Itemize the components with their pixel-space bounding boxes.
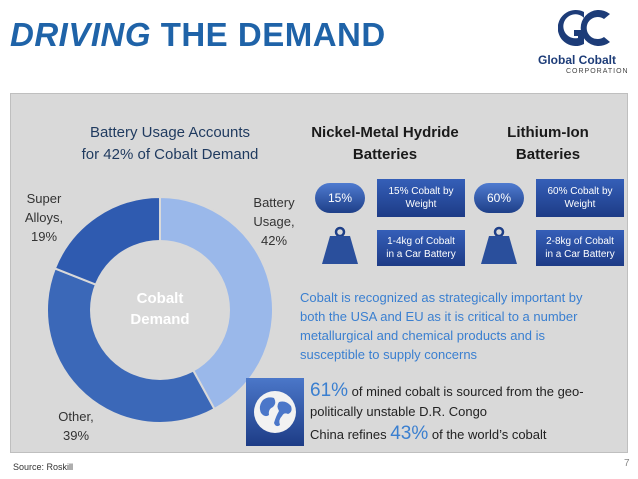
donut-hole	[90, 240, 230, 380]
liion-weight-icon	[481, 226, 517, 264]
globe-tile	[246, 378, 304, 446]
chart-title-line1: Battery Usage Accounts	[89, 124, 251, 141]
congo-stat-line1: 61% of mined cobalt is sourced from the …	[310, 380, 584, 402]
slice-label-super-alloys-line3: 19%	[30, 229, 58, 244]
chart-title: Battery Usage Accounts for 42% of Cobalt…	[50, 122, 290, 166]
liion-kg-box: 2-8kg of Cobalt in a Car Battery	[536, 230, 624, 266]
title-part2: THE DEMAND	[160, 16, 386, 53]
nimh-weight-icon	[322, 226, 358, 264]
slice-label-battery-line2: Usage,	[253, 214, 295, 229]
liion-weight-line2: Weight	[564, 199, 596, 210]
slice-label-other-line2: 39%	[62, 428, 90, 443]
liion-weight-line1: 60% Cobalt by	[547, 186, 613, 197]
chart-title-line2: for 42% of Cobalt Demand	[81, 146, 259, 163]
slice-label-super-alloys-line2: Alloys,	[24, 210, 64, 225]
liion-weight-box: 60% Cobalt by Weight	[536, 179, 624, 217]
congo-stat-text: of mined cobalt is sourced from the geo-	[348, 384, 584, 399]
nimh-kg-line1: 1-4kg of Cobalt	[387, 236, 455, 247]
donut-center-label: Cobalt Demand	[118, 288, 202, 330]
nimh-percent-pill: 15%	[315, 183, 365, 213]
logo-name: Global Cobalt	[538, 53, 616, 67]
logo-mark-icon	[558, 10, 610, 47]
nimh-weight-line2: Weight	[405, 199, 437, 210]
strategic-importance-text: Cobalt is recognized as strategically im…	[300, 288, 622, 364]
slide-title: DRIVING THE DEMAND	[10, 16, 386, 54]
body-line2: both the USA and EU as it is critical to…	[300, 309, 578, 324]
nimh-kg-box: 1-4kg of Cobalt in a Car Battery	[377, 230, 465, 266]
page-number: 7	[624, 458, 630, 469]
company-logo: Global Cobalt CORPORATION	[528, 6, 632, 80]
china-stat-line: China refines 43% of the world’s cobalt	[310, 423, 547, 445]
body-line4: susceptible to supply concerns	[300, 347, 478, 362]
body-line1: Cobalt is recognized as strategically im…	[300, 290, 583, 305]
title-part1: DRIVING	[10, 16, 152, 53]
liion-percent-pill: 60%	[474, 183, 524, 213]
liion-title-line1: Lithium-Ion	[507, 124, 589, 141]
slice-label-other: Other, 39%	[46, 407, 106, 445]
china-stat-pre: China refines	[310, 427, 391, 442]
china-stat-percent: 43%	[390, 423, 429, 444]
liion-kg-line2: in a Car Battery	[545, 249, 615, 260]
center-label-line2: Demand	[130, 311, 190, 328]
congo-stat-percent: 61%	[310, 380, 349, 401]
congo-stat-line2: politically unstable D.R. Congo	[310, 404, 488, 419]
slice-label-super-alloys: Super Alloys, 19%	[14, 189, 74, 246]
liion-title: Lithium-Ion Batteries	[498, 122, 598, 166]
slice-label-battery: Battery Usage, 42%	[244, 193, 304, 250]
china-stat-post: of the world’s cobalt	[428, 427, 547, 442]
liion-title-line2: Batteries	[515, 146, 581, 163]
slice-label-battery-line1: Battery	[253, 195, 295, 210]
slice-label-other-line1: Other,	[58, 409, 94, 424]
globe-icon	[254, 391, 296, 433]
center-label-line1: Cobalt	[136, 290, 184, 307]
nimh-weight-box: 15% Cobalt by Weight	[377, 179, 465, 217]
nimh-title-line1: Nickel-Metal Hydride	[311, 124, 459, 141]
logo-subtitle: CORPORATION	[566, 68, 629, 75]
slice-label-super-alloys-line1: Super	[26, 191, 62, 206]
nimh-title: Nickel-Metal Hydride Batteries	[298, 122, 472, 166]
nimh-kg-line2: in a Car Battery	[386, 249, 456, 260]
liion-kg-line1: 2-8kg of Cobalt	[546, 236, 614, 247]
nimh-weight-line1: 15% Cobalt by	[388, 186, 454, 197]
nimh-title-line2: Batteries	[352, 146, 418, 163]
slice-label-battery-line3: 42%	[260, 233, 288, 248]
source-note: Source: Roskill	[13, 462, 74, 472]
body-line3: metallurgical and chemical products and …	[300, 328, 545, 343]
